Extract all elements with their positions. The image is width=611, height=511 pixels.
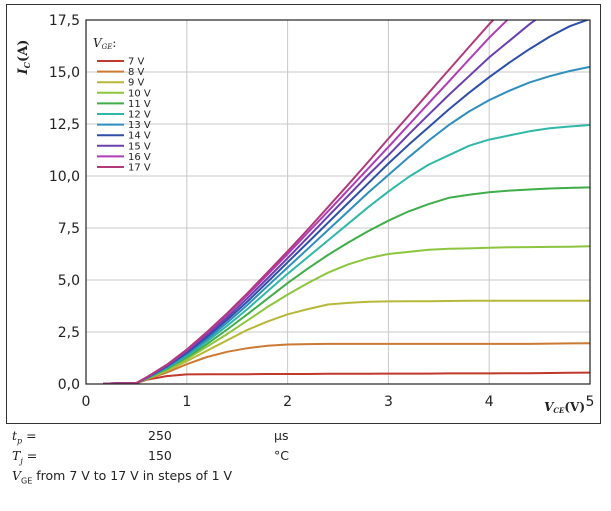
legend-title: VGE:	[93, 36, 116, 51]
gate-voltage-note: VGE from 7 V to 17 V in steps of 1 V	[12, 468, 233, 486]
junction-temp-row: Tj = 150 °C	[12, 446, 432, 466]
legend: VGE: 7 V8 V9 V10 V11 V12 V13 V14 V15 V16…	[93, 36, 151, 174]
pulse-duration-row: tp = 250 µs	[12, 426, 432, 446]
series-line	[103, 245, 590, 384]
series-line	[103, 20, 590, 384]
legend-label: 7 V	[128, 57, 145, 68]
y-tick-labels: 0,0 2,5 5,0 7,5 10,0 12,5 15,0 17,5	[49, 13, 80, 393]
y-tick-label: 7,5	[58, 221, 80, 237]
y-tick-label: 0,0	[58, 377, 80, 393]
y-tick-label: 17,5	[49, 13, 80, 29]
legend-label: 15 V	[128, 141, 151, 152]
legend-label: 17 V	[128, 163, 151, 174]
pulse-duration-unit: µs	[274, 428, 289, 443]
output-characteristics-chart: 0 1 2 3 4 5 0,0 2,5 5,0 7,5 10,0 12,5 15,0 17,5 IC(A…	[16, 13, 595, 415]
x-tick-labels: 0 1 2 3 4 5	[82, 394, 595, 410]
pulse-duration-symbol: tp =	[12, 428, 37, 446]
x-tick-label: 1	[182, 394, 191, 410]
y-axis-label: IC(A)	[16, 40, 32, 76]
y-tick-label: 15,0	[49, 65, 80, 81]
legend-label: 8 V	[128, 67, 145, 78]
junction-temp-value: 150	[148, 448, 172, 463]
legend-label: 12 V	[128, 110, 151, 121]
y-tick-label: 10,0	[49, 169, 80, 185]
series-lines	[103, 20, 590, 384]
x-tick-label: 5	[586, 394, 595, 410]
series-line	[103, 186, 590, 384]
y-tick-label: 12,5	[49, 117, 80, 133]
series-line	[103, 20, 509, 384]
x-tick-label: 2	[283, 394, 292, 410]
series-line	[103, 299, 590, 384]
series-line	[103, 65, 590, 384]
y-tick-label: 2,5	[58, 325, 80, 341]
grid	[86, 20, 590, 384]
chart-frame: 0 1 2 3 4 5 0,0 2,5 5,0 7,5 10,0 12,5 15,0 17,5 IC(A…	[6, 4, 601, 424]
gate-voltage-note-row: VGE from 7 V to 17 V in steps of 1 V	[12, 466, 432, 486]
legend-label: 16 V	[128, 152, 151, 163]
legend-label: 13 V	[128, 120, 151, 131]
legend-label: 10 V	[128, 88, 151, 99]
x-tick-label: 4	[485, 394, 494, 410]
legend-label: 11 V	[128, 99, 151, 110]
test-conditions: tp = 250 µs Tj = 150 °C VGE from 7 V to …	[12, 426, 432, 486]
x-tick-label: 3	[384, 394, 393, 410]
series-line	[103, 20, 538, 384]
x-tick-label: 0	[82, 394, 91, 410]
legend-label: 9 V	[128, 78, 145, 89]
series-line	[103, 371, 590, 384]
junction-temp-unit: °C	[274, 448, 289, 463]
junction-temp-symbol: Tj =	[12, 448, 38, 466]
series-line	[103, 342, 590, 384]
pulse-duration-value: 250	[148, 428, 172, 443]
legend-label: 14 V	[128, 131, 151, 142]
x-axis-label: VCE(V)	[544, 400, 585, 415]
y-tick-label: 5,0	[58, 273, 80, 289]
series-line	[103, 20, 495, 384]
series-line	[103, 124, 590, 384]
plot-area	[85, 19, 591, 385]
